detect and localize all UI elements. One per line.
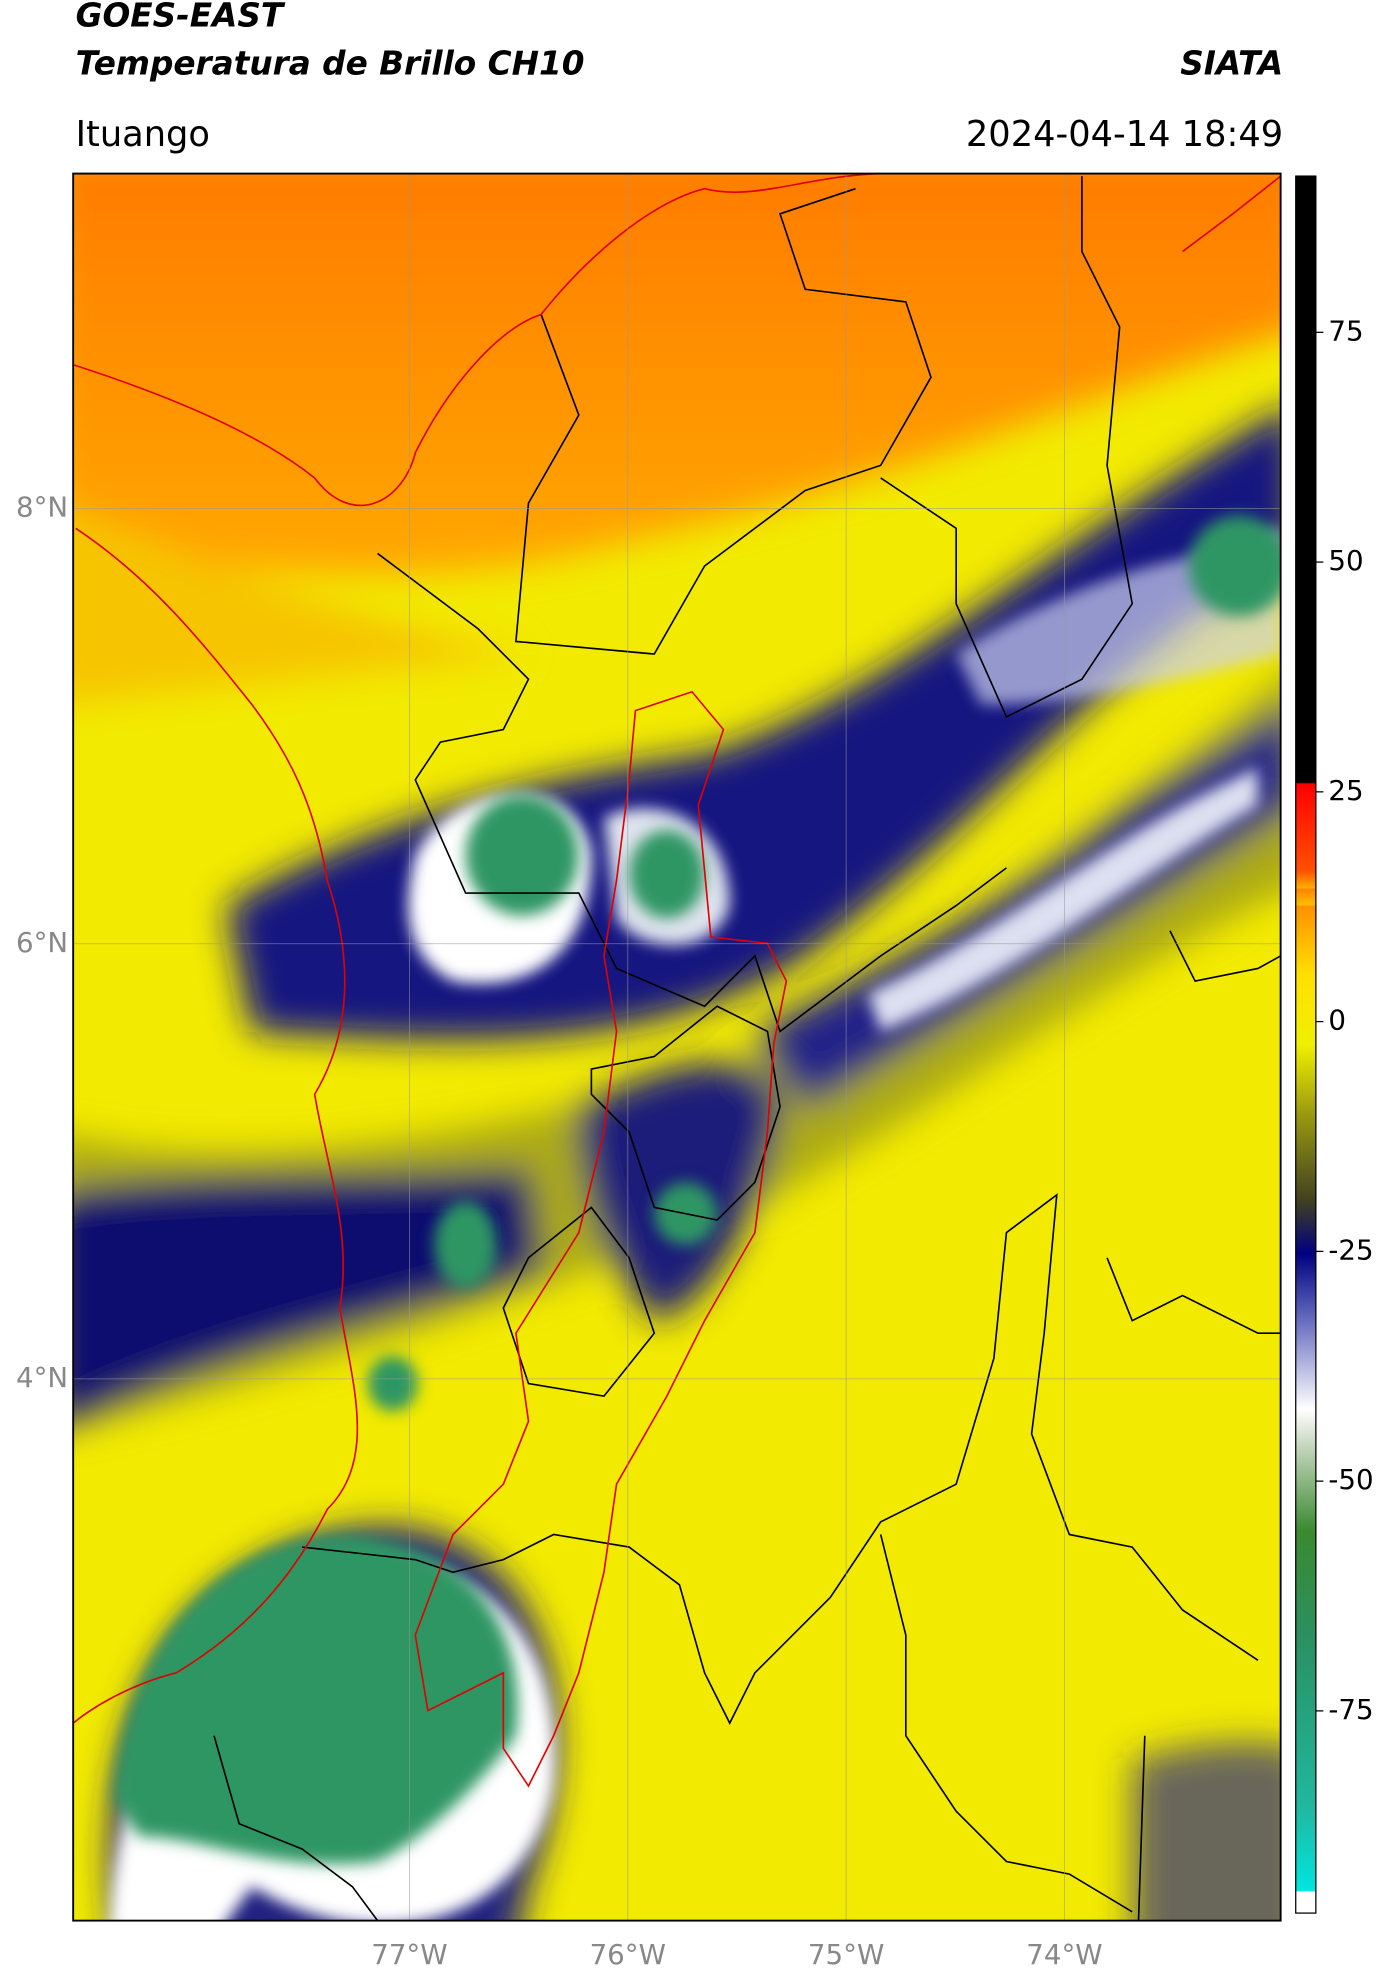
y-tick-label: 8°N [16,491,68,524]
colorbar-tick-label: -25 [1328,1233,1373,1266]
colorbar-tick-label: 75 [1328,314,1363,347]
title: GOES-EAST [76,0,286,35]
satellite-image [73,173,1281,1921]
x-tick-label: 75°W [808,1938,884,1971]
graticule [73,173,1281,1921]
y-tick-label: 4°N [16,1361,68,1394]
x-tick-label: 77°W [371,1938,447,1971]
colorbar-tick-label: -50 [1328,1463,1373,1496]
x-tick-label: 74°W [1026,1938,1102,1971]
subtitle: Temperatura de Brillo CH10 [76,44,585,82]
colorbar-tick-label: 50 [1328,544,1363,577]
colorbar-tick-label: 25 [1328,774,1363,807]
colorbar-tick-label: -75 [1328,1693,1373,1726]
x-tick-label: 76°W [590,1938,666,1971]
colorbar [1295,175,1317,1914]
colorbar-ticks: -75 -50 -25 0 25 50 75 [1315,314,1374,1726]
org: SIATA [1180,44,1283,82]
colorbar-tick-label: 0 [1328,1004,1346,1037]
map-frame [72,172,1282,1922]
y-tick-label: 6°N [16,926,68,959]
location: Ituango [76,114,210,155]
datetime: 2024-04-14 18:49 [966,114,1283,155]
